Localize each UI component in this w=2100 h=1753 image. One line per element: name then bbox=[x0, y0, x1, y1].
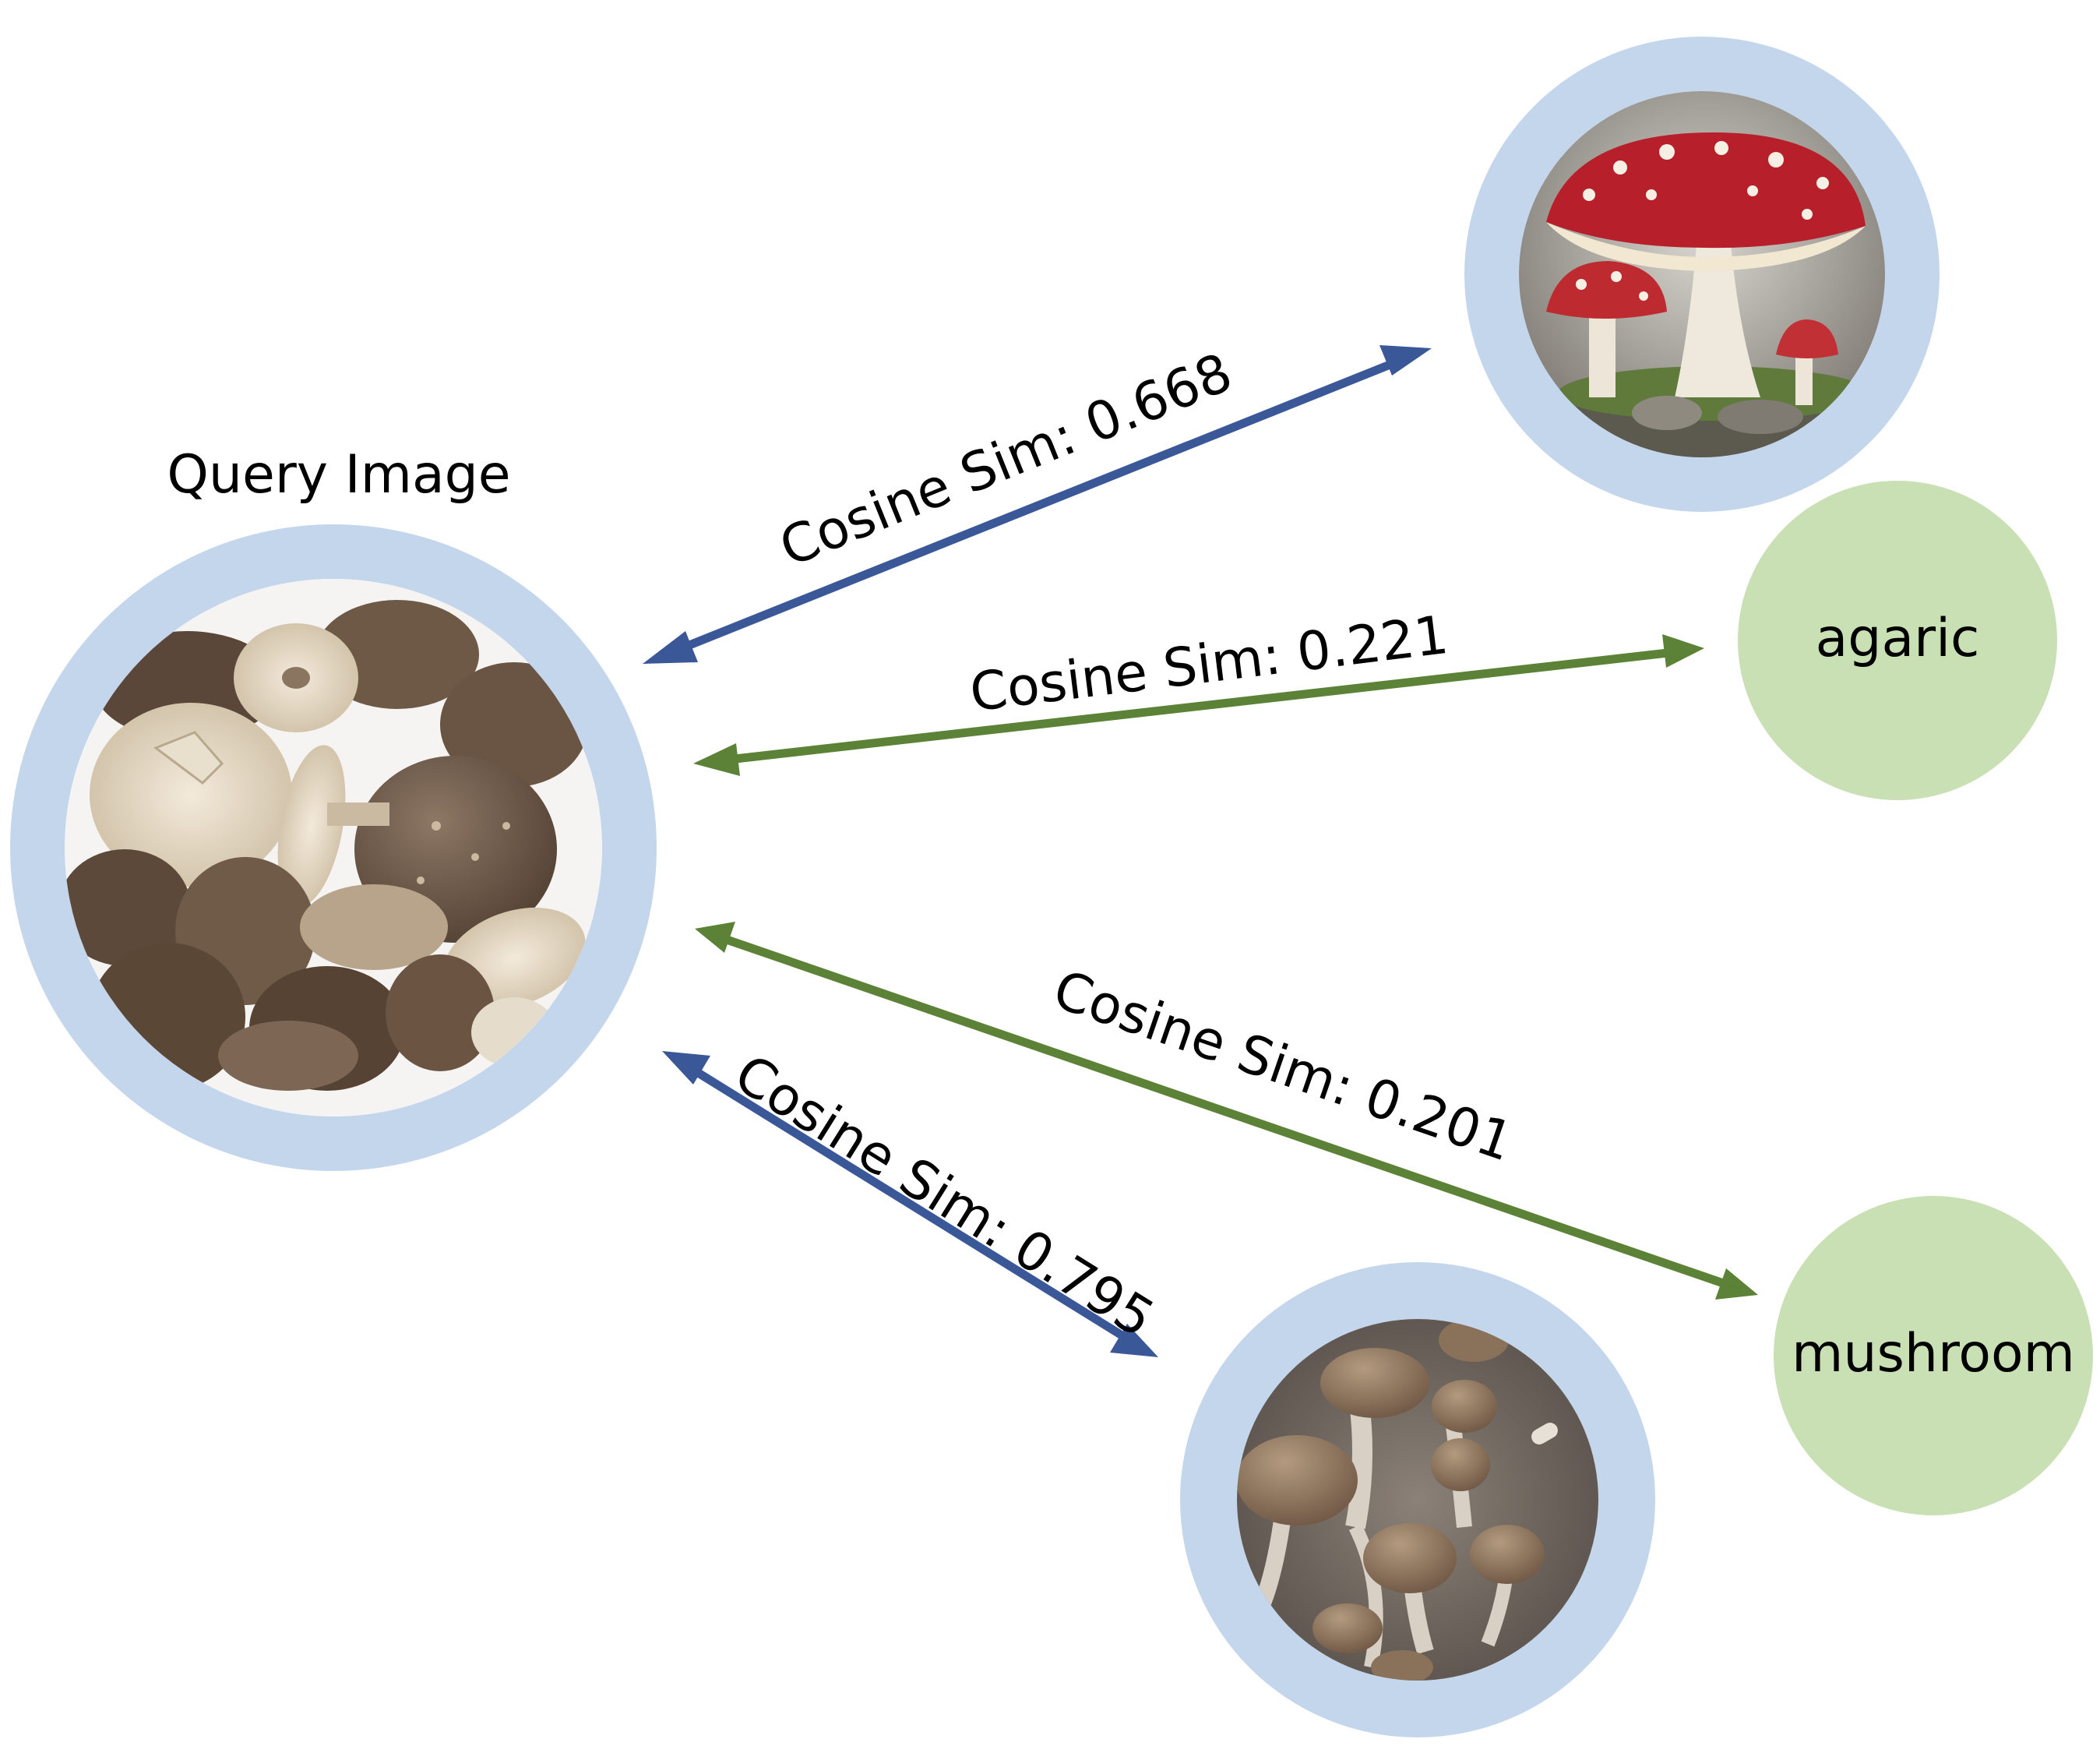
brown-mushrooms-image bbox=[1237, 1319, 1598, 1681]
edge-label-0795: Cosine Sim: 0.795 bbox=[724, 1043, 1164, 1350]
edge-fly-agaric bbox=[643, 345, 1432, 664]
text-node-agaric: agaric bbox=[1738, 481, 2057, 800]
fly-agaric-node bbox=[1464, 37, 1940, 512]
edge-label-0668: Cosine Sim: 0.668 bbox=[772, 342, 1241, 580]
mushroom-label: mushroom bbox=[1792, 1323, 2075, 1384]
agaric-label: agaric bbox=[1816, 608, 1980, 669]
edge-mushroom bbox=[695, 922, 1758, 1300]
query-image-title: Query Image bbox=[167, 444, 510, 506]
query-image bbox=[65, 579, 602, 1116]
brown-mushrooms-node bbox=[1180, 1262, 1655, 1737]
edge-brown-mushrooms bbox=[662, 1051, 1158, 1357]
edge-agaric bbox=[693, 634, 1704, 776]
fly-agaric-image bbox=[1519, 91, 1885, 457]
query-image-node bbox=[10, 524, 657, 1171]
text-node-mushroom: mushroom bbox=[1774, 1196, 2093, 1515]
edge-label-0201: Cosine Sim: 0.201 bbox=[1046, 959, 1521, 1174]
